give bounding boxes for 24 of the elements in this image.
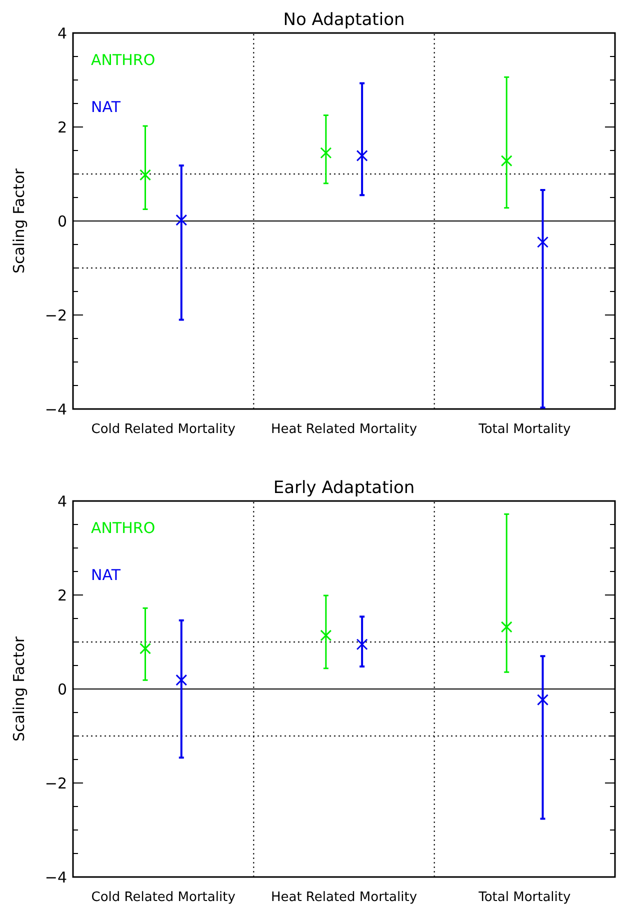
y-axis-title: Scaling Factor (10, 636, 28, 742)
x-tick-label: Heat Related Mortality (270, 422, 418, 437)
text: ANTHRO (91, 519, 156, 537)
chart-title: Early Adaptation (273, 478, 415, 498)
y-tick-label: −2 (44, 306, 67, 324)
y-tick-label: 2 (57, 586, 67, 604)
x-tick-label: Cold Related Mortality (91, 422, 236, 437)
y-tick-label: 4 (57, 24, 67, 42)
y-tick-label: −4 (44, 400, 67, 418)
chart-title: No Adaptation (283, 10, 405, 30)
text: NAT (91, 566, 122, 584)
y-tick-label: 0 (57, 212, 67, 230)
y-tick-label: 4 (57, 492, 67, 510)
x-tick-label: Total Mortality (478, 890, 572, 905)
x-tick-label: Heat Related Mortality (270, 890, 418, 905)
text: ANTHRO (91, 51, 156, 69)
y-tick-label: 0 (57, 680, 67, 698)
y-tick-label: −2 (44, 774, 67, 792)
y-tick-label: 2 (57, 118, 67, 136)
y-axis-title: Scaling Factor (10, 168, 28, 274)
x-tick-label: Total Mortality (478, 422, 572, 437)
y-tick-label: −4 (44, 868, 67, 886)
x-tick-label: Cold Related Mortality (91, 890, 236, 905)
text: NAT (91, 98, 122, 116)
